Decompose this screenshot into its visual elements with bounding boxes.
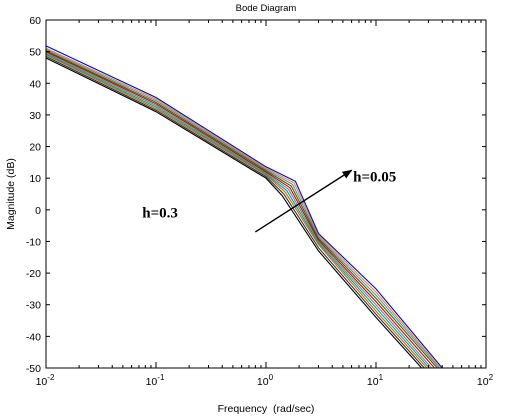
x-axis-label: Frequency (rad/sec): [218, 403, 315, 415]
chart-title: Bode Diagram: [236, 3, 297, 14]
y-tick-label: 60: [29, 15, 41, 27]
y-axis-label: Magnitude (dB): [5, 158, 17, 230]
y-tick-label: 10: [29, 173, 41, 185]
series-line-4: [46, 53, 430, 368]
tick-layer: -50 -40 -30 -20 -10 0 10 20 30 40 50 60 10-2 10-1 100 1…: [26, 15, 494, 388]
series-line-6: [46, 51, 435, 368]
series-line-7: [46, 50, 438, 368]
x-tick-label: 101: [367, 373, 384, 388]
y-tick-label: 40: [29, 78, 41, 90]
plot-frame: [45, 19, 487, 369]
x-tick-label: 100: [257, 373, 274, 388]
y-tick-label: 20: [29, 142, 41, 154]
y-tick-label: 50: [29, 47, 41, 59]
series-line-2: [46, 55, 425, 368]
annotation-label: h=0.3: [142, 206, 178, 222]
x-tick-label: 10-2: [36, 373, 55, 388]
y-tick-label: -20: [26, 268, 41, 280]
y-tick-label: -50: [26, 363, 41, 375]
annotation-arrow: [254, 169, 353, 233]
series-layer: [46, 45, 443, 368]
y-tick-label: -30: [26, 300, 41, 312]
series-line-5: [46, 52, 433, 368]
y-tick-label: 0: [35, 205, 41, 217]
y-tick-label: -40: [26, 331, 41, 343]
x-tick-label: 10-1: [146, 373, 165, 388]
series-line-3: [46, 54, 428, 368]
annotation-layer: h=0.3 h=0.05: [142, 169, 396, 233]
x-tick-label: 102: [477, 373, 494, 388]
y-tick-label: 30: [29, 110, 41, 122]
series-line-8: [46, 48, 440, 368]
annotation-label: h=0.05: [353, 169, 396, 185]
series-line-9: [46, 47, 441, 368]
y-tick-label: -10: [26, 236, 41, 248]
series-line-1: [46, 57, 423, 368]
series-line-10: [46, 45, 443, 368]
